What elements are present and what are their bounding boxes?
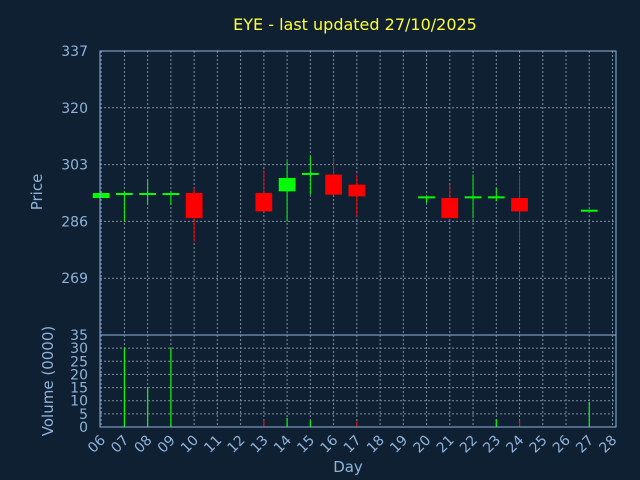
x-tick-label: 27: [573, 433, 597, 457]
candle-body: [255, 193, 273, 212]
x-tick-label: 11: [201, 433, 225, 457]
x-tick-label: 15: [294, 433, 318, 457]
volume-tick-label: 35: [70, 328, 88, 344]
candlestick-series: [92, 156, 598, 242]
candle-body: [325, 174, 342, 195]
x-ticks: 06 07 08 09 10 11 12 13 14 15 16 17 18 19 20 21 22 23 24 25…: [85, 432, 620, 456]
candle-body: [139, 193, 157, 195]
x-tick-label: 08: [132, 433, 156, 457]
candle-body: [441, 198, 459, 219]
x-tick-label: 14: [271, 432, 295, 456]
x-tick-label: 23: [480, 433, 504, 457]
candle-body: [278, 177, 296, 192]
price-tick-label: 303: [61, 158, 88, 174]
x-tick-label: 25: [527, 433, 551, 457]
x-tick-label: 28: [596, 433, 620, 457]
x-tick-label: 06: [85, 432, 109, 456]
volume-series: [123, 348, 590, 427]
volume-panel-frame: [99, 334, 617, 428]
price-tick-label: 269: [61, 271, 88, 287]
volume-axis-label: Volume (0000): [39, 326, 57, 436]
volume-tick-label: 5: [79, 407, 88, 423]
candle-body: [301, 172, 319, 175]
price-y-ticks: 337 320 303 286 269: [61, 44, 88, 287]
volume-tick-label: 10: [70, 394, 88, 410]
x-tick-label: 07: [108, 433, 132, 457]
x-tick-label: 17: [341, 433, 365, 457]
volume-tick-label: 30: [70, 341, 88, 357]
candle-body: [92, 193, 110, 199]
x-tick-label: 20: [410, 433, 434, 457]
x-tick-label: 19: [387, 433, 411, 457]
chart-title: EYE - last updated 27/10/2025: [233, 15, 477, 34]
volume-tick-label: 15: [70, 381, 88, 397]
volume-tick-label: 20: [70, 367, 88, 383]
x-tick-label: 21: [434, 433, 458, 457]
candle-body: [511, 198, 528, 212]
x-tick-label: 12: [225, 433, 249, 457]
x-tick-label: 22: [457, 433, 481, 457]
x-tick-label: 18: [364, 433, 388, 457]
x-tick-label: 24: [503, 432, 527, 456]
x-axis-label: Day: [333, 458, 363, 476]
x-tick-label: 09: [155, 433, 179, 457]
x-tick-label: 16: [318, 432, 342, 456]
x-tick-label: 10: [178, 433, 202, 457]
candle-body: [162, 193, 180, 195]
volume-tick-label: 25: [70, 354, 88, 370]
x-tick-label: 13: [248, 433, 272, 457]
candle-body: [487, 196, 505, 199]
candle-body: [116, 193, 133, 195]
candle-body: [464, 196, 482, 199]
candle-body: [348, 184, 366, 197]
price-tick-label: 337: [61, 44, 88, 60]
price-axis-label: Price: [28, 174, 46, 211]
volume-tick-label: 0: [79, 420, 88, 436]
price-tick-label: 320: [61, 101, 88, 117]
candle-body: [580, 209, 598, 212]
candle-body: [185, 193, 203, 219]
volume-grid: [100, 334, 616, 428]
x-tick-label: 26: [550, 432, 574, 456]
candle-body: [418, 196, 435, 199]
price-tick-label: 286: [61, 214, 88, 230]
